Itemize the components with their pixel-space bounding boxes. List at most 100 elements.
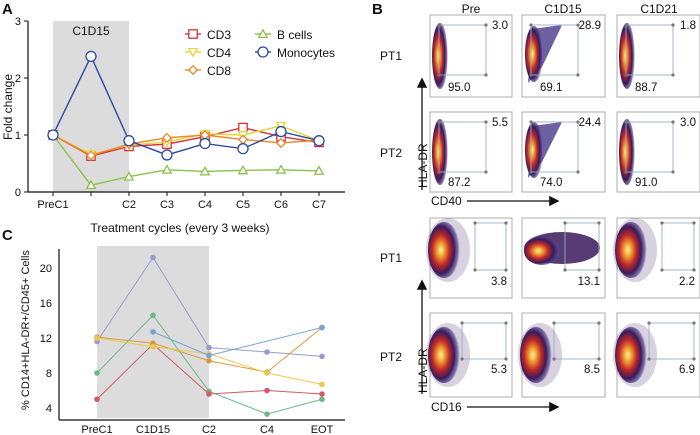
lower-gate-percent: 91.0 <box>635 177 657 189</box>
data-point <box>275 125 287 138</box>
cell-density-core <box>615 222 647 278</box>
shaded-region-label: C1D15 <box>72 24 110 38</box>
flow-plots: 3.0 95.0 28.9 69.1 1.8 88.7 5.5 87.2 24.4 74.0 3.0… <box>426 14 700 398</box>
gate <box>648 322 695 360</box>
upper-gate-percent: 24.4 <box>579 117 602 129</box>
x-tick-label: C2 <box>122 199 136 211</box>
cd40-label: CD40 <box>431 194 462 208</box>
gate-handle <box>671 23 675 27</box>
gate-handle <box>624 23 628 27</box>
data-point <box>85 179 97 190</box>
column-header-pre: Pre <box>462 2 481 16</box>
cell-density-core <box>525 26 543 82</box>
gate-handle <box>529 170 533 174</box>
data-point <box>161 132 173 143</box>
data-point <box>319 396 325 403</box>
series-monocytes <box>47 50 325 161</box>
legend-item: Monocytes <box>255 46 335 60</box>
panel-c-ylabel: % CD14+HLA-DR+/CD45+ Cells <box>20 250 32 410</box>
y-tick-label: 4 <box>46 403 52 415</box>
gate-handle <box>460 321 464 325</box>
data-point <box>319 391 325 397</box>
gate-handle <box>504 321 508 325</box>
y-tick-label: 20 <box>40 263 52 275</box>
gate-handle <box>597 321 601 325</box>
gate-percent: 6.9 <box>679 364 695 376</box>
cell-density-core <box>525 122 543 178</box>
x-tick-label: C3 <box>160 199 174 211</box>
cell-density-core <box>524 237 560 265</box>
x-tick-label: C6 <box>274 199 288 211</box>
data-point <box>199 137 211 150</box>
legend-marker <box>187 64 199 76</box>
legend-label: CD8 <box>207 64 231 78</box>
gate-handle <box>624 73 628 77</box>
hla-dr-label-cd16: HLA-DR <box>416 348 430 393</box>
data-point <box>275 137 287 149</box>
data-point <box>264 411 270 417</box>
panel-a: A C1D15 0 1 2 3 PreC1 C2 C3 C4 C5 C6 C7 CD3 CD4 CD8 B… <box>1 1 345 235</box>
legend-marker <box>188 29 198 39</box>
gate-handle <box>529 23 533 27</box>
upper-gate-percent: 28.9 <box>579 20 601 32</box>
y-tick-label: 12 <box>40 333 52 345</box>
cell-density-core <box>432 23 448 89</box>
data-point <box>85 150 97 161</box>
data-point <box>237 134 249 145</box>
data-point <box>150 312 156 319</box>
upper-gate-percent: 1.8 <box>680 20 696 32</box>
legend-label: CD4 <box>207 46 231 60</box>
gate-handle <box>692 221 696 225</box>
legend-marker <box>257 46 269 58</box>
data-point <box>319 353 325 360</box>
x-tick-label: PreC1 <box>37 199 68 211</box>
data-point <box>206 391 212 397</box>
panel-a-ylabel: Fold change <box>1 74 15 140</box>
column-header-c1d15: C1D15 <box>544 2 582 16</box>
upper-gate-percent: 5.5 <box>492 117 508 129</box>
legend-item: B cells <box>255 28 312 42</box>
data-point <box>313 135 325 147</box>
cell-density-core <box>615 327 647 383</box>
data-point <box>47 129 59 141</box>
gate <box>461 322 507 360</box>
legend-label: Monocytes <box>277 46 335 60</box>
y-tick-label: 2 <box>15 73 21 85</box>
series-line <box>52 134 320 157</box>
gate-percent: 13.1 <box>578 276 600 288</box>
panel-c-series <box>94 254 325 417</box>
gate-percent: 3.8 <box>491 276 507 288</box>
gate <box>625 24 674 76</box>
data-point <box>206 344 212 351</box>
data-point <box>206 357 212 364</box>
gate-handle <box>484 170 488 174</box>
data-point <box>199 165 211 176</box>
panel-a-xlabel: Treatment cycles (every 3 weeks) <box>91 221 270 235</box>
lower-gate-percent: 87.2 <box>448 177 470 189</box>
data-point <box>319 381 325 388</box>
data-point <box>161 149 173 161</box>
gate <box>474 222 507 271</box>
cell-density-core <box>428 327 460 383</box>
legend-label: CD3 <box>207 28 231 42</box>
gate <box>438 121 487 173</box>
data-point <box>264 387 270 394</box>
panel-a-legend: CD3 CD4 CD8 B cells Monocytes <box>185 28 335 78</box>
data-point <box>161 164 173 174</box>
upper-gate-percent: 3.0 <box>680 117 696 129</box>
gate-handle <box>660 221 664 225</box>
series-line <box>52 134 320 186</box>
data-point <box>94 370 100 376</box>
gate-handle <box>529 120 533 124</box>
gate-handle <box>484 120 488 124</box>
x-tick-label: PreC1 <box>81 424 112 435</box>
gate-percent: 5.3 <box>491 364 507 376</box>
gate-handle <box>597 221 601 225</box>
gate-handle <box>437 120 441 124</box>
series-5 <box>150 324 325 359</box>
gate-handle <box>692 321 696 325</box>
gate-handle <box>597 268 601 272</box>
gate-handle <box>484 73 488 77</box>
y-tick-label: 8 <box>46 368 52 380</box>
